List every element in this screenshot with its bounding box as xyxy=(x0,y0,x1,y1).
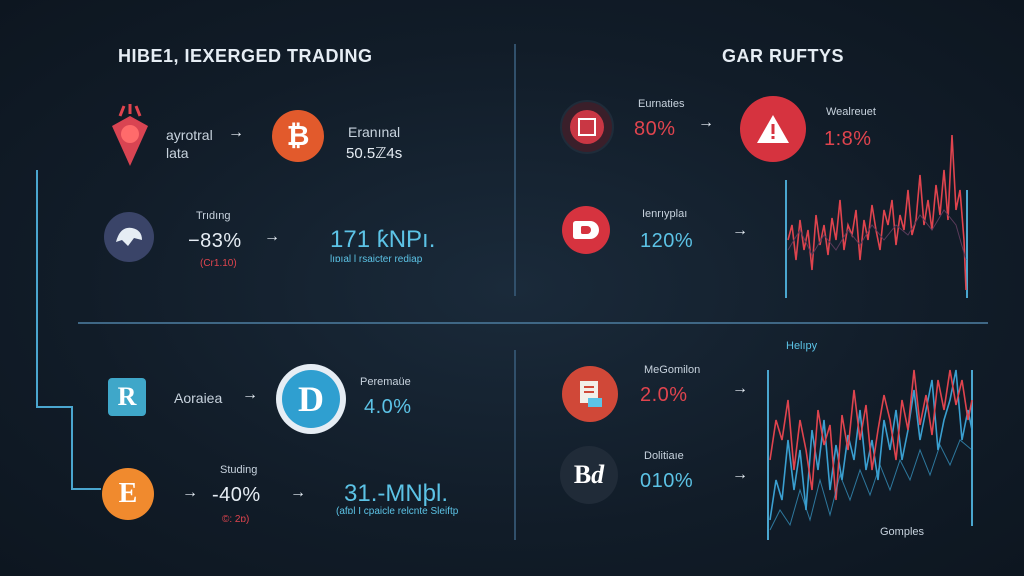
bitcoin-icon: ₿ xyxy=(272,110,324,162)
arrow-icon: → xyxy=(182,484,198,501)
right-row1-right-label: Wealreuet xyxy=(826,106,876,118)
arrow-icon: → xyxy=(228,124,244,141)
gem-pin-icon xyxy=(102,104,158,168)
arrow-icon: → xyxy=(732,222,748,239)
vertical-divider-bottom xyxy=(514,350,516,540)
chart-label: Helıpy xyxy=(786,340,818,352)
row1-right-value: 50.5ℤ4s xyxy=(346,145,403,162)
right-row2-value: 120% xyxy=(640,230,694,252)
row1-label: ayrotral lata xyxy=(166,127,213,161)
row2-big-sub: lıɒıal l rsaicter rediap xyxy=(330,254,423,265)
connector-line-horizontal xyxy=(36,406,72,408)
connector-line-horizontal-2 xyxy=(71,488,101,490)
row4-big-sub: (afɒl I cpaicle relcnte Sleiftp xyxy=(336,506,459,517)
vertical-divider-top xyxy=(514,44,516,296)
row4-value: -40% xyxy=(212,484,261,506)
arrow-icon: → xyxy=(264,228,280,245)
right-row1-value: 80% xyxy=(634,118,676,140)
arrow-icon: → xyxy=(242,386,258,403)
right-row3-label: MeGomilon xyxy=(644,364,701,376)
row2-value: −83% xyxy=(188,230,242,252)
row3-right-label: Peremaüe xyxy=(360,376,411,388)
r-logo-icon: R xyxy=(108,378,146,416)
arrow-icon: → xyxy=(290,484,306,501)
document-icon xyxy=(562,366,618,422)
row3-label: Aoraiea xyxy=(174,390,223,406)
bottom-sparkline-chart xyxy=(767,369,973,540)
horizontal-divider xyxy=(78,322,988,324)
d-coin-icon: D xyxy=(276,364,346,434)
e-coin-icon: E xyxy=(102,468,154,520)
arrow-icon: → xyxy=(698,114,714,131)
right-panel-title: GAR RUFTYS xyxy=(722,46,844,66)
row2-big-value: 171 ƙNPı. xyxy=(330,226,436,253)
warning-icon xyxy=(740,96,806,162)
row2-label: Trıdıng xyxy=(196,210,231,222)
row4-note: ©: 2ɒ) xyxy=(222,514,250,525)
row4-label: Studing xyxy=(220,464,258,476)
left-panel-title: HIBE1, IEXERGED TRADING xyxy=(118,46,373,66)
right-row1-label: Eurnaties xyxy=(638,98,685,110)
helmet-icon xyxy=(104,212,154,262)
arrow-icon: → xyxy=(732,380,748,397)
d-red-icon xyxy=(562,206,610,254)
chart-footer: Gomples xyxy=(880,526,925,538)
row2-note: (Cr1.10) xyxy=(200,258,237,269)
connector-line-vertical-2 xyxy=(71,406,73,490)
right-row2-label: Ienrıyplaı xyxy=(642,208,688,220)
right-row3-value: 2.0% xyxy=(640,384,688,406)
row4-big-value: 31.-MNþl. xyxy=(344,480,449,507)
right-row1-right-value: 1:8% xyxy=(824,128,872,150)
arrow-icon: → xyxy=(732,466,748,483)
right-row4-value: 010% xyxy=(640,470,694,492)
right-row4-label: Dolitiaıe xyxy=(644,450,684,462)
row1-right-label: Eranınal xyxy=(348,124,401,140)
chip-icon xyxy=(560,100,614,154)
connector-line-vertical xyxy=(36,170,38,408)
top-sparkline-chart xyxy=(785,134,968,298)
row3-right-value: 4.0% xyxy=(364,396,412,418)
